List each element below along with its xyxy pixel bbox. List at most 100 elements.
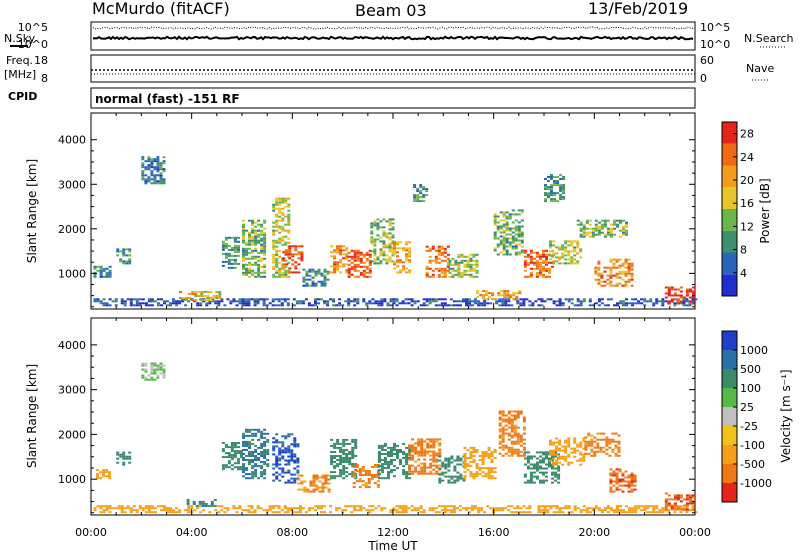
power-cell bbox=[631, 302, 635, 305]
power-cell bbox=[205, 302, 209, 305]
power-cell bbox=[547, 176, 550, 178]
power-cell bbox=[373, 260, 377, 263]
vel-cell bbox=[405, 453, 409, 455]
power-cell bbox=[544, 198, 547, 201]
vel-cell bbox=[498, 424, 502, 427]
vel-cell bbox=[235, 511, 239, 514]
power-cell bbox=[275, 223, 279, 226]
vel-cell bbox=[390, 449, 393, 451]
vel-cell bbox=[320, 507, 323, 510]
power-cell bbox=[422, 200, 426, 203]
vel-cell bbox=[582, 459, 586, 462]
power-cell bbox=[582, 229, 586, 232]
power-cell bbox=[205, 304, 209, 307]
power-cell bbox=[482, 290, 486, 293]
power-cell bbox=[251, 235, 255, 238]
velocity-cbar-swatch bbox=[722, 369, 737, 388]
vel-cell bbox=[498, 442, 502, 445]
power-cell bbox=[549, 242, 552, 245]
power-cell bbox=[333, 265, 337, 268]
power-cell bbox=[129, 302, 133, 305]
vel-cell bbox=[552, 463, 556, 466]
power-cell bbox=[609, 298, 613, 301]
power-cell bbox=[419, 184, 423, 187]
vel-cell bbox=[396, 451, 399, 453]
vel-cell bbox=[300, 474, 304, 477]
power-cell bbox=[254, 241, 258, 244]
vel-cell bbox=[359, 509, 363, 512]
power-cell bbox=[618, 282, 622, 285]
power-cell bbox=[275, 271, 279, 274]
vel-cell bbox=[519, 412, 523, 415]
power-cell bbox=[122, 260, 126, 263]
vel-cell bbox=[297, 482, 301, 485]
vel-cell bbox=[341, 509, 345, 512]
power-cell bbox=[600, 276, 604, 279]
vel-cell bbox=[251, 475, 255, 478]
power-cell bbox=[281, 201, 285, 204]
vel-cell bbox=[327, 474, 331, 477]
vel-cell bbox=[510, 424, 514, 427]
power-cell bbox=[460, 255, 464, 258]
power-cell bbox=[485, 298, 489, 301]
vel-cell bbox=[166, 507, 169, 510]
vel-cell bbox=[210, 504, 214, 507]
power-cell bbox=[612, 274, 616, 277]
vel-cell bbox=[438, 442, 442, 445]
vel-cell bbox=[304, 511, 308, 514]
vel-cell bbox=[259, 507, 263, 510]
vel-cell bbox=[501, 418, 505, 421]
power-cell bbox=[555, 304, 559, 307]
power-cell bbox=[624, 280, 628, 283]
vel-cell bbox=[673, 498, 677, 501]
vel-cell bbox=[330, 477, 334, 480]
vel-cell bbox=[590, 434, 594, 437]
power-cell bbox=[326, 278, 330, 281]
power-cell bbox=[474, 300, 477, 303]
vel-cell bbox=[399, 459, 402, 461]
power-cell bbox=[552, 252, 556, 255]
vel-cell bbox=[616, 511, 619, 514]
power-cbar-tick-label: 4 bbox=[740, 267, 747, 280]
vel-cell bbox=[469, 446, 473, 449]
power-cell bbox=[224, 236, 228, 239]
vel-cell bbox=[617, 446, 621, 449]
power-cell bbox=[278, 215, 282, 218]
vel-cell bbox=[233, 444, 237, 446]
power-cell bbox=[466, 261, 470, 264]
vel-cell bbox=[472, 477, 476, 480]
vel-cell bbox=[153, 378, 157, 381]
power-cell bbox=[379, 220, 383, 223]
vel-cell bbox=[129, 511, 133, 514]
power-cell bbox=[399, 259, 402, 262]
power-cell bbox=[254, 275, 258, 278]
vel-cell bbox=[537, 505, 541, 508]
vel-cell bbox=[345, 442, 349, 445]
vel-cell bbox=[224, 464, 228, 467]
vel-cell bbox=[281, 475, 285, 478]
power-cell bbox=[221, 260, 225, 263]
power-cell bbox=[545, 257, 548, 260]
vel-cell bbox=[129, 507, 133, 510]
vel-cell bbox=[466, 457, 470, 459]
vel-cell bbox=[244, 509, 248, 512]
vel-cell bbox=[670, 508, 674, 511]
vel-cell bbox=[405, 457, 409, 459]
vel-cell bbox=[685, 496, 689, 499]
power-cell bbox=[498, 298, 502, 301]
vel-cell bbox=[555, 445, 559, 448]
power-cell bbox=[237, 248, 240, 251]
vel-cell bbox=[278, 447, 282, 450]
vel-cell bbox=[480, 507, 484, 510]
power-cell bbox=[627, 272, 631, 275]
vel-cell bbox=[555, 449, 559, 452]
vel-cell bbox=[420, 442, 424, 445]
power-cell bbox=[287, 255, 291, 258]
power-cell bbox=[454, 259, 458, 262]
vel-cell bbox=[429, 444, 433, 447]
vel-cell bbox=[633, 488, 637, 491]
vel-cell bbox=[594, 507, 598, 510]
power-cell bbox=[389, 300, 393, 303]
power-cell bbox=[576, 252, 580, 255]
power-cell bbox=[159, 182, 163, 185]
